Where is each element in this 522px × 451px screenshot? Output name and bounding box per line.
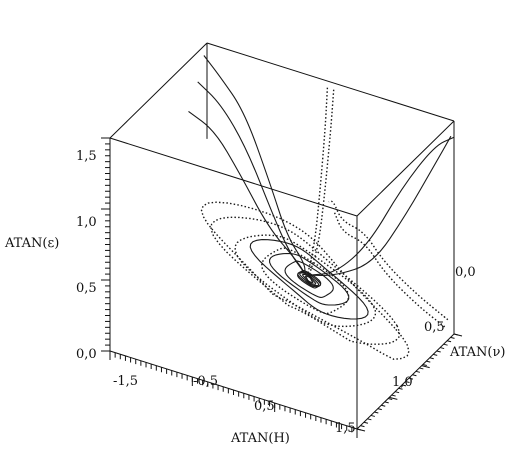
trajectory-solid-1: [197, 81, 306, 275]
trajectory-curves: [188, 55, 455, 361]
y-tick-mark: [419, 367, 424, 370]
limit-cycle-solid: [269, 252, 350, 306]
y-tick-label: 1,0: [392, 375, 413, 390]
y-tick-mark: [401, 384, 407, 387]
z-tick-label: 0,0: [76, 347, 97, 362]
z-axis-title: ATAN(ε): [4, 236, 59, 251]
z-axis-tick-labels: 0,0 0,5 1,0 1,5: [76, 149, 97, 362]
box-edge: [356, 120, 455, 217]
y-tick-mark: [374, 411, 379, 414]
limit-cycle-solid: [304, 275, 314, 284]
y-tick-mark: [381, 404, 386, 407]
z-tick-label: 1,5: [76, 149, 97, 164]
y-tick-mark: [367, 418, 372, 421]
y-tick-mark: [377, 408, 382, 411]
trajectory-solid-2: [188, 110, 306, 275]
x-tick-label: 1,5: [335, 421, 356, 436]
trajectory-dotted-7: [328, 200, 449, 321]
y-tick-mark: [426, 360, 431, 363]
y-tick-mark: [429, 357, 434, 360]
y-tick-mark: [450, 336, 455, 339]
z-tick-label: 1,0: [76, 215, 97, 230]
y-tick-mark: [412, 374, 417, 377]
limit-cycle-solid: [297, 271, 322, 288]
limit-cycle-solid: [284, 260, 334, 298]
y-tick-mark: [415, 370, 421, 373]
y-major-tick: [356, 428, 366, 432]
y-major-tick: [421, 365, 430, 369]
box-edge: [206, 42, 455, 122]
limit-cycle-solid: [249, 239, 369, 320]
axis-ticks: [101, 137, 463, 438]
y-tick-mark: [422, 364, 427, 367]
z-tick-label: 0,5: [76, 281, 97, 296]
x-tick-label: -1,5: [113, 374, 138, 389]
y-tick-label: 0,0: [455, 265, 476, 280]
limit-cycle-solid: [299, 272, 320, 287]
x-axis-title: ATAN(H): [230, 431, 290, 446]
box-edge: [109, 42, 208, 139]
y-tick-mark: [405, 381, 410, 383]
y-tick-mark: [384, 401, 389, 404]
y-tick-mark: [433, 353, 438, 356]
y-tick-mark: [408, 377, 414, 380]
x-axis-tick-labels: -1,5 -0,5 0,5 1,5: [113, 374, 356, 436]
y-tick-label: 0,5: [424, 320, 445, 335]
y-tick-mark: [391, 394, 396, 397]
trajectory-dotted-8: [333, 211, 446, 328]
y-tick-mark: [394, 391, 400, 394]
y-tick-mark: [436, 350, 441, 353]
x-tick-label: 0,5: [254, 399, 275, 414]
y-tick-mark: [443, 343, 448, 346]
trajectory-dotted-5: [306, 87, 329, 275]
y-major-tick: [453, 333, 463, 337]
y-tick-mark: [446, 340, 452, 343]
y-axis-tick-labels: 0,0 0,5 1,0: [392, 265, 476, 390]
y-axis-title: ATAN(ν): [449, 345, 505, 360]
y-tick-mark: [440, 347, 445, 350]
y-tick-mark: [388, 397, 393, 400]
limit-cycle-dotted: [210, 216, 401, 345]
trajectory-solid-4: [309, 135, 452, 276]
y-tick-mark: [398, 387, 403, 390]
limit-cycle-solid: [302, 273, 317, 285]
trajectory-solid-3: [309, 136, 455, 276]
box-edge: [109, 137, 358, 217]
y-tick-mark: [370, 414, 375, 417]
y-tick-mark: [363, 421, 369, 424]
trajectory-solid-0: [203, 55, 306, 275]
x-tick-label: -0,5: [193, 374, 218, 389]
y-major-tick: [389, 396, 398, 400]
y-tick-mark: [360, 425, 365, 428]
limit-cycle-dotted: [200, 201, 410, 361]
limit-cycle-dotted: [234, 234, 376, 328]
